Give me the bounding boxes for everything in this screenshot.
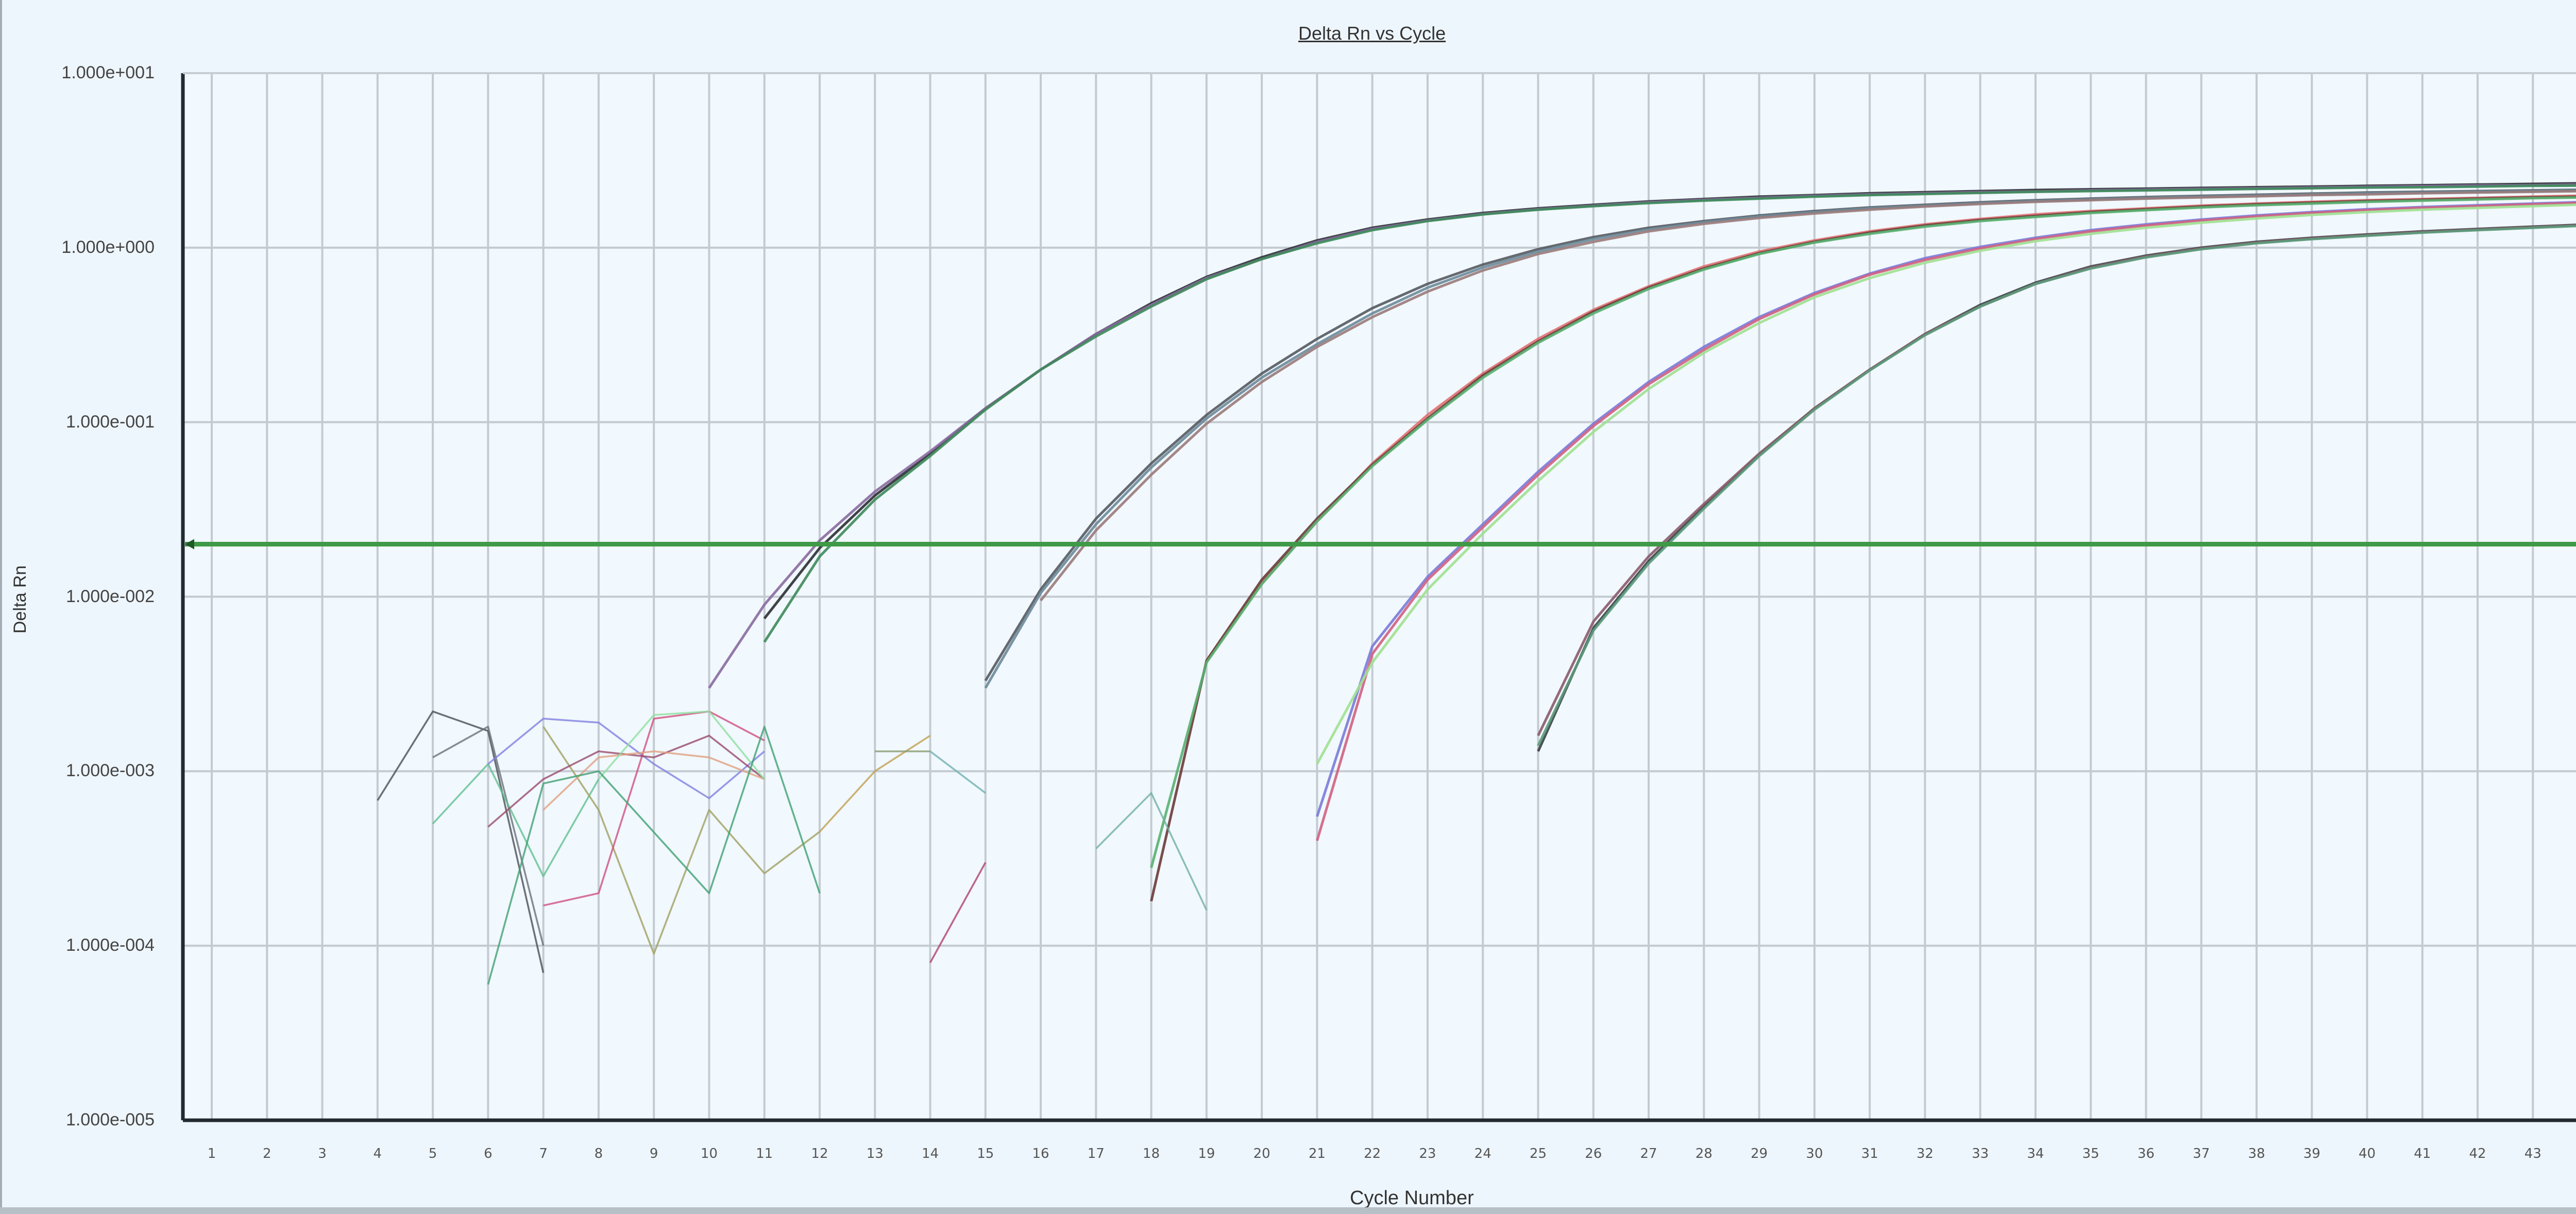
x-tick-label: 15 xyxy=(977,1146,994,1161)
x-tick-label: 9 xyxy=(649,1146,658,1161)
x-tick-label: 3 xyxy=(318,1146,327,1161)
x-tick-label: 12 xyxy=(811,1146,828,1161)
x-tick-label: 16 xyxy=(1032,1146,1049,1161)
x-tick-label: 2 xyxy=(262,1146,272,1161)
x-tick-label: 29 xyxy=(1751,1146,1768,1161)
x-tick-label: 4 xyxy=(373,1146,382,1161)
amplification-curve xyxy=(929,750,986,794)
x-tick-label: 18 xyxy=(1143,1146,1160,1161)
amplification-curve xyxy=(1316,201,2576,841)
y-tick-label: 1.000e-001 xyxy=(65,412,155,432)
y-tick-label: 1.000e-005 xyxy=(65,1110,155,1130)
x-tick-label: 28 xyxy=(1695,1146,1713,1161)
y-axis-label: Delta Rn xyxy=(10,565,30,634)
y-tick-label: 1.000e-003 xyxy=(65,761,155,781)
amplification-curve xyxy=(1537,225,2576,746)
amplification-curve xyxy=(1150,196,2576,868)
x-tick-label: 25 xyxy=(1529,1146,1547,1161)
x-tick-label: 27 xyxy=(1640,1146,1657,1161)
amplification-curve xyxy=(377,710,545,973)
amplification-curve xyxy=(819,734,931,832)
x-tick-label: 21 xyxy=(1308,1146,1326,1161)
amplification-curve xyxy=(763,184,2576,643)
amplification-curve xyxy=(1095,792,1208,911)
amplification-curve xyxy=(487,726,821,985)
x-tick-label: 1 xyxy=(207,1146,216,1161)
chart-title: Delta Rn vs Cycle xyxy=(1298,23,1446,44)
window-bottom-border xyxy=(0,1207,2576,1214)
amplification-curve xyxy=(543,710,765,907)
amplification-curve xyxy=(543,726,821,955)
x-tick-label: 32 xyxy=(1916,1146,1934,1161)
x-tick-label: 11 xyxy=(756,1146,773,1161)
x-tick-label: 14 xyxy=(921,1146,939,1161)
amplification-curve xyxy=(1316,203,2576,765)
x-tick-label: 23 xyxy=(1419,1146,1436,1161)
x-tick-label: 30 xyxy=(1806,1146,1823,1161)
threshold-left-arrow-icon xyxy=(185,539,194,550)
x-tick-label: 13 xyxy=(866,1146,884,1161)
window-left-border xyxy=(0,0,2,1214)
x-tick-label: 6 xyxy=(484,1146,493,1161)
x-axis-label: Cycle Number xyxy=(1350,1187,1474,1209)
amplification-curve xyxy=(432,726,545,946)
x-tick-label: 43 xyxy=(2524,1146,2541,1161)
x-tick-label: 44 xyxy=(2573,1146,2576,1161)
x-tick-label: 31 xyxy=(1861,1146,1878,1161)
y-tick-label: 1.000e-004 xyxy=(65,935,155,955)
x-tick-label: 8 xyxy=(594,1146,603,1161)
amplification-curve xyxy=(487,717,765,799)
y-tick-label: 1.000e+000 xyxy=(61,237,155,257)
x-tick-label: 36 xyxy=(2137,1146,2155,1161)
x-tick-label: 39 xyxy=(2303,1146,2320,1161)
amplification-curve xyxy=(1040,190,2576,602)
y-tick-label: 1.000e+001 xyxy=(61,63,155,82)
x-tick-label: 40 xyxy=(2358,1146,2376,1161)
x-tick-label: 7 xyxy=(539,1146,548,1161)
x-tick-label: 33 xyxy=(1972,1146,1989,1161)
amplification-curve xyxy=(432,763,600,878)
x-tick-label: 17 xyxy=(1087,1146,1105,1161)
x-tick-label: 41 xyxy=(2414,1146,2431,1161)
x-tick-label: 5 xyxy=(428,1146,437,1161)
amplification-curve xyxy=(929,862,987,963)
x-tick-label: 35 xyxy=(2082,1146,2099,1161)
x-tick-label: 20 xyxy=(1253,1146,1270,1161)
amplification-curve xyxy=(598,710,766,780)
x-tick-label: 10 xyxy=(700,1146,718,1161)
x-tick-label: 22 xyxy=(1364,1146,1381,1161)
x-tick-label: 38 xyxy=(2248,1146,2265,1161)
x-tick-label: 19 xyxy=(1198,1146,1215,1161)
x-tick-label: 24 xyxy=(1474,1146,1492,1161)
x-tick-label: 34 xyxy=(2027,1146,2044,1161)
x-tick-label: 37 xyxy=(2193,1146,2210,1161)
y-tick-label: 1.000e-002 xyxy=(65,586,155,606)
x-tick-label: 26 xyxy=(1585,1146,1602,1161)
x-tick-label: 42 xyxy=(2469,1146,2486,1161)
